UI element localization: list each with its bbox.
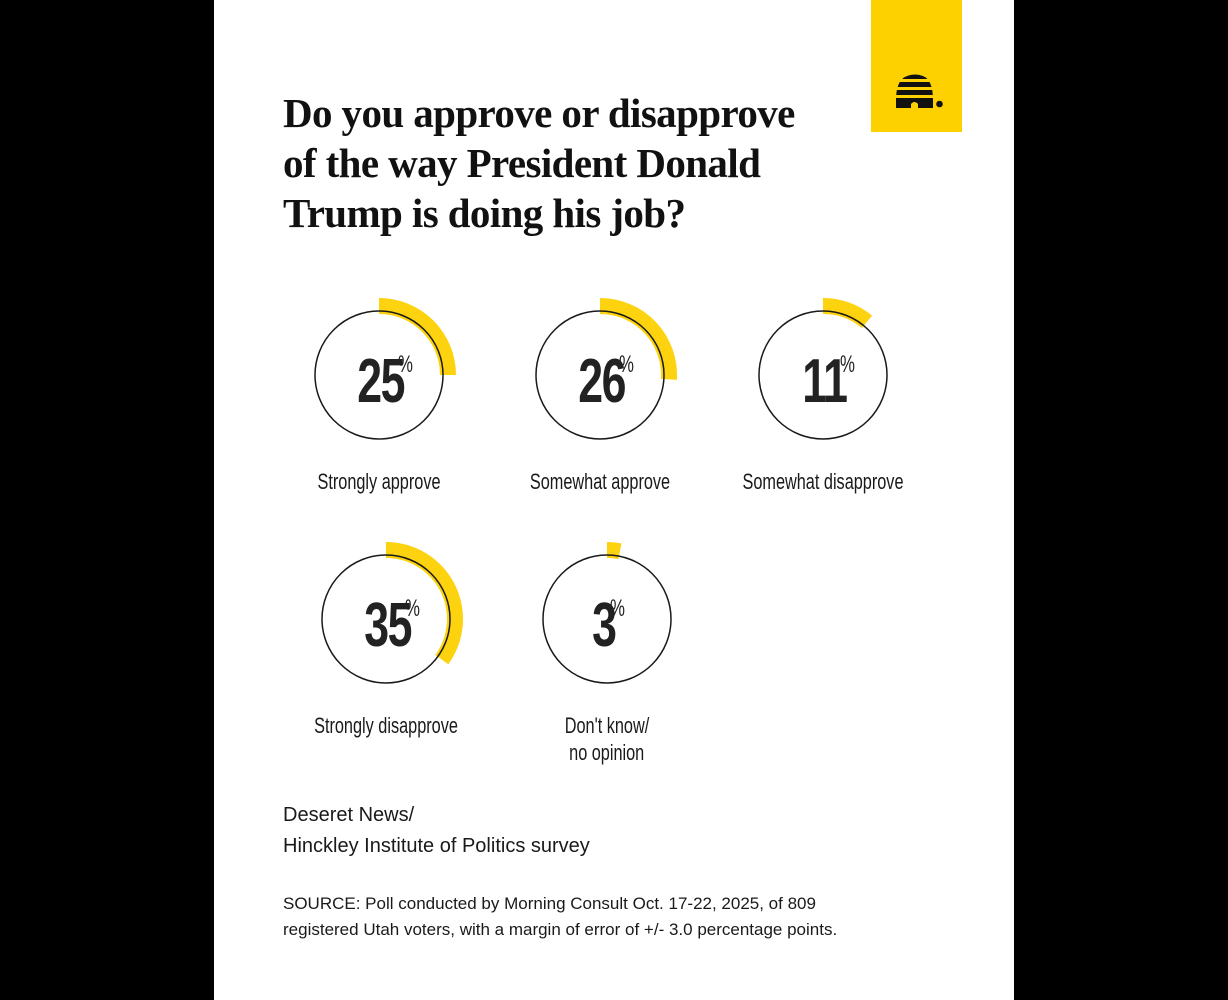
- ring-outline: [314, 310, 444, 440]
- beehive-icon: [896, 74, 943, 108]
- value-number: 26: [578, 347, 626, 416]
- chart-title: Do you approve or disapprove of the way …: [283, 88, 863, 238]
- value-number: 11: [801, 347, 848, 416]
- value-number: 35: [364, 591, 412, 660]
- ring-grid: 25 % Strongly approve 26 % Somewhat appr…: [214, 0, 1014, 1000]
- title-line: of the way President Donald: [283, 140, 761, 186]
- value-number: 3: [592, 591, 617, 660]
- category-label: Somewhat approve: [505, 468, 695, 495]
- ring-outline: [542, 554, 672, 684]
- label-line: Don't know/: [564, 713, 650, 738]
- percent-sign: %: [397, 351, 413, 378]
- progress-arc: [379, 298, 456, 375]
- progress-ring: [542, 542, 672, 684]
- progress-arc: [600, 298, 677, 380]
- label-line: Strongly disapprove: [314, 713, 458, 738]
- credit-text: Deseret News/ Hinckley Institute of Poli…: [283, 800, 590, 862]
- percent-sign: %: [404, 595, 420, 622]
- percent-sign: %: [618, 351, 634, 378]
- ring-outline: [321, 554, 451, 684]
- category-label: Strongly approve: [296, 468, 462, 495]
- credit-line: Hinckley Institute of Politics survey: [283, 835, 590, 857]
- value-display: 35 %: [306, 595, 466, 657]
- source-line: SOURCE: Poll conducted by Morning Consul…: [283, 894, 816, 913]
- title-line: Trump is doing his job?: [283, 190, 686, 236]
- category-label: Somewhat disapprove: [714, 468, 932, 495]
- progress-ring: [758, 298, 888, 440]
- progress-ring: [314, 298, 456, 440]
- category-label: Strongly disapprove: [289, 712, 483, 739]
- credit-line: Deseret News/: [283, 804, 415, 826]
- progress-arc: [386, 542, 463, 665]
- ring-outline: [535, 310, 665, 440]
- infographic-panel: Do you approve or disapprove of the way …: [214, 0, 1014, 1000]
- progress-ring: [321, 542, 463, 684]
- label-line: Strongly approve: [317, 469, 441, 494]
- label-line: Somewhat disapprove: [742, 469, 904, 494]
- ring-outline: [758, 310, 888, 440]
- percent-sign: %: [840, 351, 856, 378]
- percent-sign: %: [609, 595, 625, 622]
- value-display: 3 %: [527, 595, 687, 657]
- value-display: 26 %: [520, 351, 680, 413]
- value-number: 25: [357, 347, 405, 416]
- progress-arc: [823, 298, 873, 328]
- value-display: 11 %: [743, 351, 903, 413]
- source-note: SOURCE: Poll conducted by Morning Consul…: [283, 891, 837, 943]
- category-label: Don't know/ no opinion: [550, 712, 664, 766]
- label-line: Somewhat approve: [529, 469, 671, 494]
- source-line: registered Utah voters, with a margin of…: [283, 920, 838, 939]
- label-line: no opinion: [569, 740, 645, 765]
- logo-badge: [871, 0, 962, 132]
- progress-ring: [535, 298, 677, 440]
- value-display: 25 %: [299, 351, 459, 413]
- title-line: Do you approve or disapprove: [283, 90, 795, 136]
